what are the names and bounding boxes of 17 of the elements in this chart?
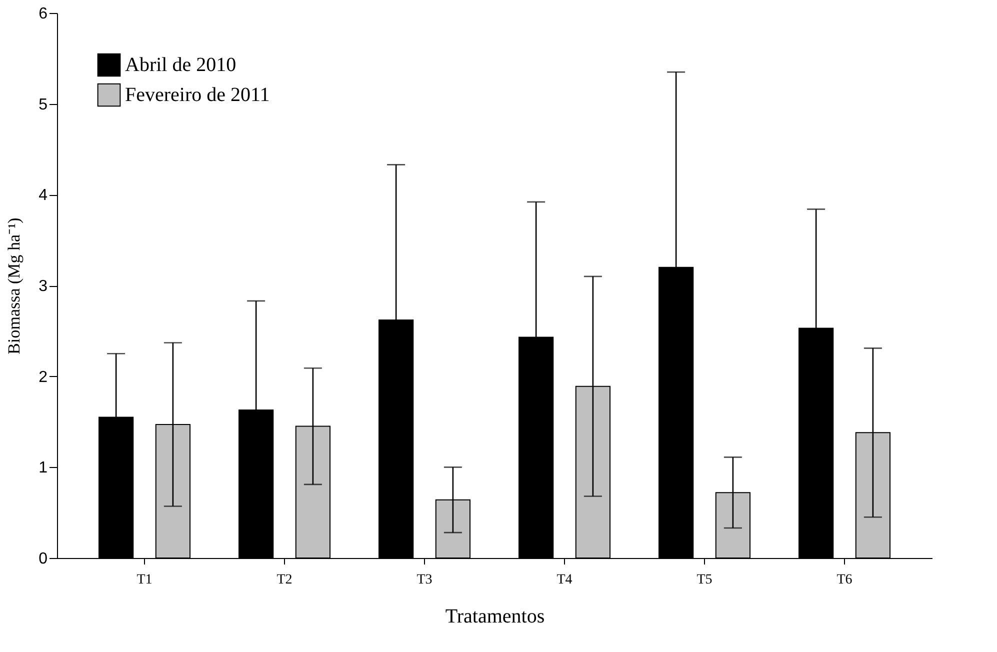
x-tick-label: T1	[136, 572, 152, 588]
y-tick-label: 4	[38, 187, 48, 204]
y-tick-label: 1	[38, 460, 48, 477]
y-tick-label: 3	[38, 278, 48, 295]
x-tick-label: T4	[556, 572, 572, 588]
x-tick-label: T6	[836, 572, 852, 588]
y-tick-label: 2	[38, 368, 48, 386]
x-tick-label: T5	[696, 572, 712, 588]
legend-label: Abril de 2010	[125, 54, 236, 76]
y-tick-label: 0	[38, 550, 48, 568]
x-tick-label: T2	[276, 572, 292, 588]
x-axis-title: Tratamentos	[445, 606, 545, 628]
legend-label: Fevereiro de 2011	[125, 84, 270, 106]
y-axis-title: Biomassa (Mg ha⁻¹)	[4, 218, 24, 354]
y-tick-label: 6	[38, 6, 48, 22]
y-tick-label: 5	[38, 96, 48, 114]
x-tick-label: T3	[416, 572, 432, 588]
